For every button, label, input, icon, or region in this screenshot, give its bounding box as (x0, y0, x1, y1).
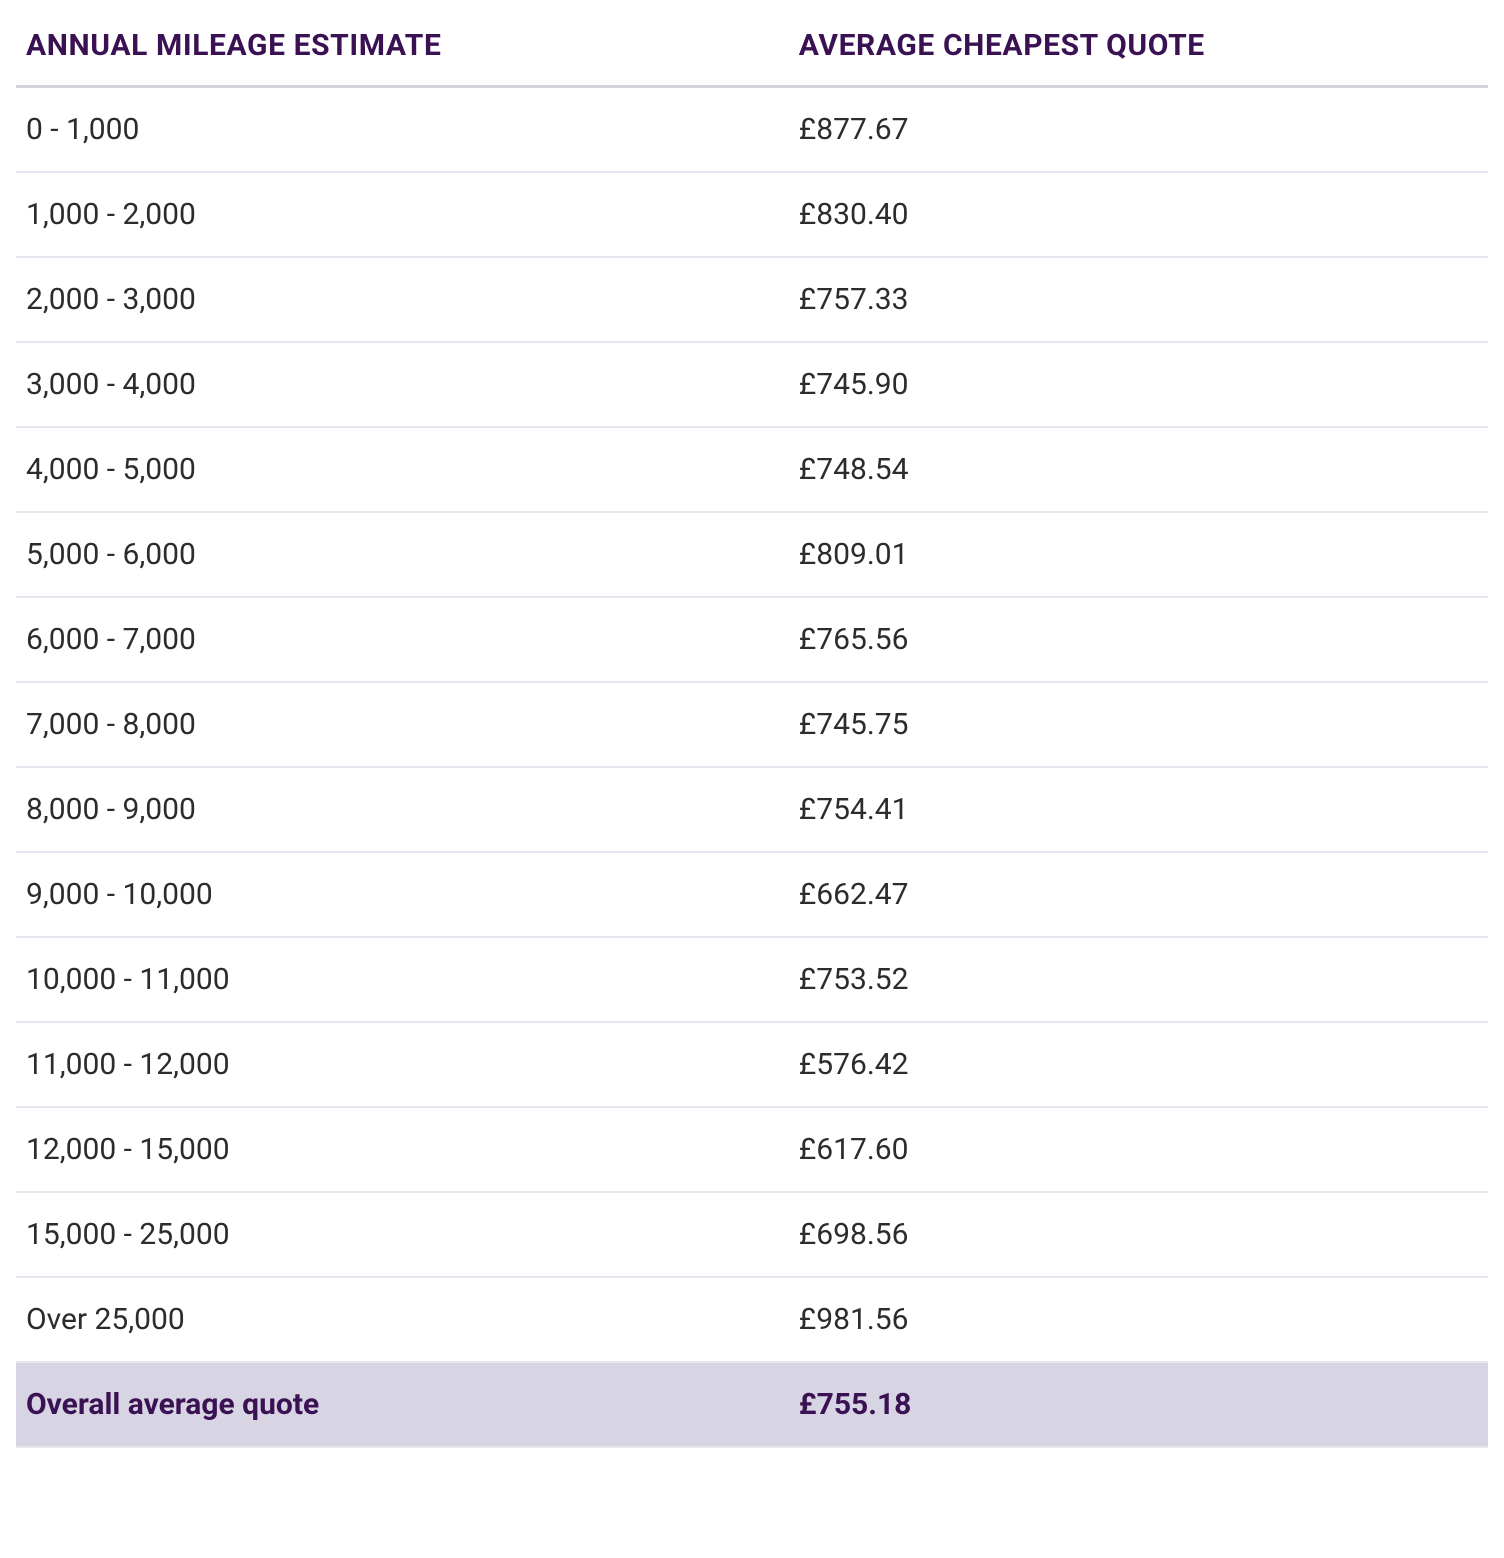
cell-mileage: 6,000 - 7,000 (16, 597, 789, 682)
cell-quote: £877.67 (789, 87, 1488, 173)
table-row: 8,000 - 9,000£754.41 (16, 767, 1488, 852)
cell-mileage: Over 25,000 (16, 1277, 789, 1362)
cell-quote: £830.40 (789, 172, 1488, 257)
cell-mileage: 3,000 - 4,000 (16, 342, 789, 427)
table-row: 5,000 - 6,000£809.01 (16, 512, 1488, 597)
cell-mileage: 15,000 - 25,000 (16, 1192, 789, 1277)
table-header: ANNUAL MILEAGE ESTIMATE AVERAGE CHEAPEST… (16, 10, 1488, 87)
cell-quote: £745.90 (789, 342, 1488, 427)
cell-mileage: 0 - 1,000 (16, 87, 789, 173)
cell-mileage: 1,000 - 2,000 (16, 172, 789, 257)
cell-quote: £765.56 (789, 597, 1488, 682)
mileage-quote-table: ANNUAL MILEAGE ESTIMATE AVERAGE CHEAPEST… (16, 10, 1488, 1448)
cell-quote: £698.56 (789, 1192, 1488, 1277)
cell-quote: £662.47 (789, 852, 1488, 937)
cell-mileage: 8,000 - 9,000 (16, 767, 789, 852)
column-header-mileage: ANNUAL MILEAGE ESTIMATE (16, 10, 789, 87)
table-row: 2,000 - 3,000£757.33 (16, 257, 1488, 342)
cell-mileage: 2,000 - 3,000 (16, 257, 789, 342)
table-row: Over 25,000£981.56 (16, 1277, 1488, 1362)
table-row: 7,000 - 8,000£745.75 (16, 682, 1488, 767)
cell-quote: £809.01 (789, 512, 1488, 597)
cell-quote: £576.42 (789, 1022, 1488, 1107)
summary-label: Overall average quote (16, 1362, 789, 1447)
cell-mileage: 11,000 - 12,000 (16, 1022, 789, 1107)
column-header-quote: AVERAGE CHEAPEST QUOTE (789, 10, 1488, 87)
cell-mileage: 12,000 - 15,000 (16, 1107, 789, 1192)
table-body: 0 - 1,000£877.671,000 - 2,000£830.402,00… (16, 87, 1488, 1448)
table-row: 1,000 - 2,000£830.40 (16, 172, 1488, 257)
cell-mileage: 9,000 - 10,000 (16, 852, 789, 937)
table-row: 12,000 - 15,000£617.60 (16, 1107, 1488, 1192)
table-row: 0 - 1,000£877.67 (16, 87, 1488, 173)
table-row: 9,000 - 10,000£662.47 (16, 852, 1488, 937)
table-row: 15,000 - 25,000£698.56 (16, 1192, 1488, 1277)
cell-quote: £753.52 (789, 937, 1488, 1022)
table-row: 6,000 - 7,000£765.56 (16, 597, 1488, 682)
summary-value: £755.18 (789, 1362, 1488, 1447)
table-row: 3,000 - 4,000£745.90 (16, 342, 1488, 427)
cell-quote: £754.41 (789, 767, 1488, 852)
table-row: 4,000 - 5,000£748.54 (16, 427, 1488, 512)
cell-mileage: 5,000 - 6,000 (16, 512, 789, 597)
cell-mileage: 7,000 - 8,000 (16, 682, 789, 767)
cell-quote: £757.33 (789, 257, 1488, 342)
mileage-quote-table-container: ANNUAL MILEAGE ESTIMATE AVERAGE CHEAPEST… (0, 0, 1504, 1478)
cell-quote: £617.60 (789, 1107, 1488, 1192)
table-row: 11,000 - 12,000£576.42 (16, 1022, 1488, 1107)
summary-row: Overall average quote£755.18 (16, 1362, 1488, 1447)
cell-quote: £981.56 (789, 1277, 1488, 1362)
cell-quote: £745.75 (789, 682, 1488, 767)
cell-mileage: 4,000 - 5,000 (16, 427, 789, 512)
cell-quote: £748.54 (789, 427, 1488, 512)
table-row: 10,000 - 11,000£753.52 (16, 937, 1488, 1022)
cell-mileage: 10,000 - 11,000 (16, 937, 789, 1022)
